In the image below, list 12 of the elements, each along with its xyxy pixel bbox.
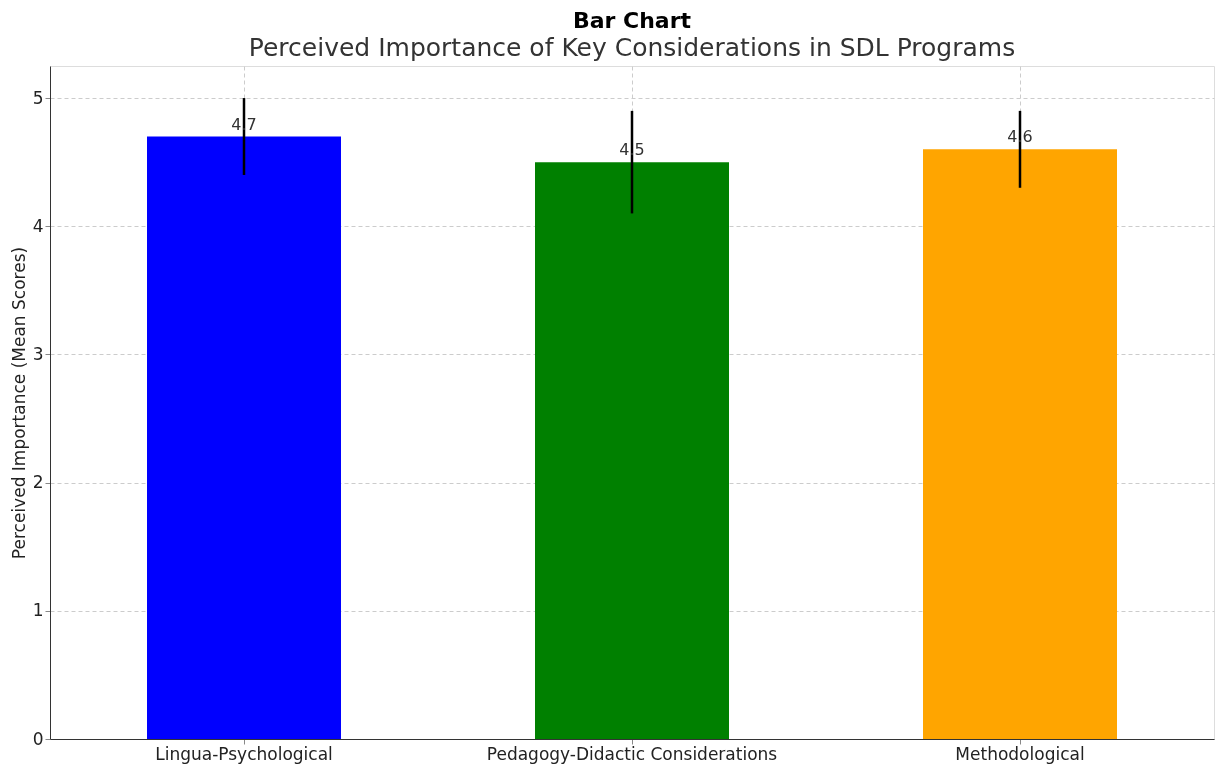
x-tick-label: Pedagogy-Didactic Considerations: [486, 743, 778, 764]
y-tick-label: 0: [32, 728, 44, 749]
chart-subtitle: Perceived Importance of Key Considerations in SDL Programs: [248, 33, 1016, 62]
y-axis-title: Perceived Importance (Mean Scores): [8, 246, 29, 560]
y-tick-label: 5: [32, 87, 44, 108]
y-tick-label: 4: [32, 215, 44, 236]
y-tick-label: 1: [32, 600, 44, 621]
chart-title: Bar Chart: [572, 8, 692, 33]
y-tick-label: 3: [32, 343, 44, 364]
x-tick-label: Lingua-Psychological: [155, 743, 333, 764]
y-tick-label: 2: [32, 472, 44, 493]
x-tick-label: Methodological: [955, 743, 1085, 764]
